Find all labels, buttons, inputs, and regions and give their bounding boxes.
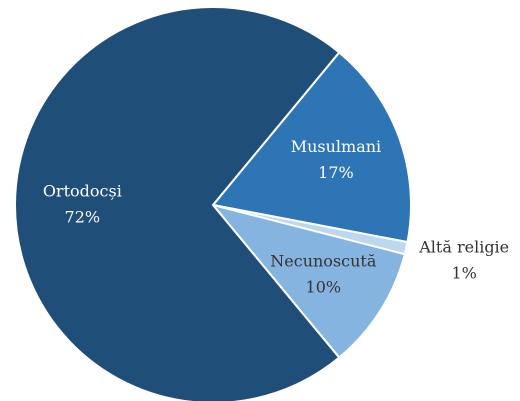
slice-label: Altă religie xyxy=(418,238,509,257)
slice-label: Ortodocși xyxy=(43,182,122,201)
pie-slice xyxy=(14,6,341,401)
pie-slice xyxy=(211,51,412,244)
slice-value: 17% xyxy=(318,163,354,182)
slice-value: 10% xyxy=(306,278,342,297)
pie-slice xyxy=(210,203,406,359)
slice-label: Musulmani xyxy=(291,137,381,156)
slice-value: 72% xyxy=(65,208,101,227)
slice-label: Necunoscută xyxy=(270,252,377,271)
slice-value: 1% xyxy=(452,264,477,283)
